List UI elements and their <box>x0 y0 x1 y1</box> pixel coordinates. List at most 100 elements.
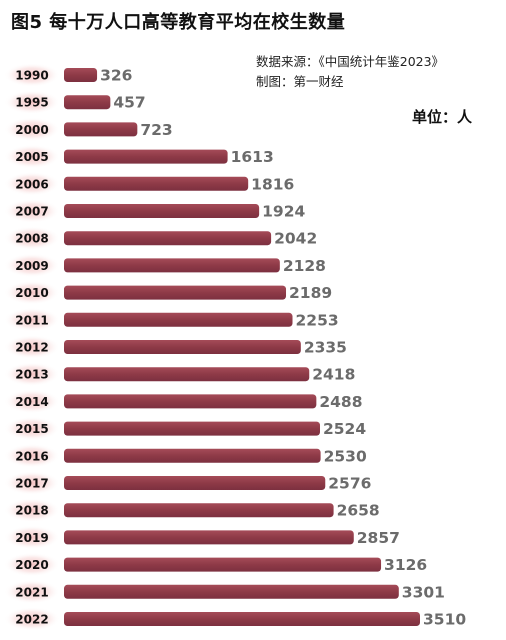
year-label: 2005 <box>15 150 48 164</box>
bar-row-2008: 2008 2042 <box>4 226 317 251</box>
value-label: 1816 <box>251 175 294 193</box>
value-label: 2524 <box>323 420 366 438</box>
value-label: 2128 <box>283 257 326 275</box>
bar-row-2007: 2007 1924 <box>4 199 305 223</box>
bar-row-2018: 2018 2658 <box>4 498 380 523</box>
year-label: 2008 <box>15 232 48 246</box>
bar-row-1990: 1990 326 <box>4 63 132 87</box>
chart-title: 图5 每十万人口高等教育平均在校生数量 <box>11 12 346 33</box>
value-label: 2189 <box>289 284 332 302</box>
year-glow <box>4 199 60 223</box>
bar-row-2019: 2019 2857 <box>4 525 400 550</box>
value-label: 3126 <box>384 556 427 574</box>
bar <box>64 448 321 463</box>
year-label: 2010 <box>15 286 48 300</box>
year-label: 2017 <box>15 477 48 491</box>
year-glow <box>4 607 60 631</box>
value-label: 1613 <box>231 148 274 166</box>
year-glow <box>4 579 60 604</box>
value-label: 326 <box>100 67 132 85</box>
bar <box>64 584 399 599</box>
bar-row-2006: 2006 1816 <box>4 171 294 196</box>
year-glow <box>4 307 60 332</box>
year-glow <box>4 471 60 495</box>
bar <box>64 503 334 518</box>
bar <box>64 231 272 246</box>
year-label: 2022 <box>15 613 48 627</box>
bar <box>64 285 287 300</box>
year-label: 2015 <box>15 422 48 436</box>
year-label: 2020 <box>15 558 48 572</box>
bar <box>64 367 310 382</box>
bar <box>64 149 228 164</box>
year-label: 2009 <box>15 259 48 273</box>
year-glow <box>4 117 60 142</box>
year-label: 2007 <box>15 205 48 219</box>
bar-row-2012: 2012 2335 <box>4 335 347 359</box>
year-glow <box>4 443 60 468</box>
value-label: 2042 <box>274 230 317 248</box>
value-label: 723 <box>140 121 172 139</box>
year-glow <box>4 226 60 251</box>
bar <box>64 258 280 273</box>
year-label: 2000 <box>15 123 48 137</box>
year-glow <box>4 63 60 87</box>
year-glow <box>4 389 60 414</box>
value-label: 3301 <box>402 583 445 601</box>
source-note: 数据来源：《中国统计年鉴2023》 制图：第一财经 <box>256 52 444 92</box>
year-glow <box>4 362 60 387</box>
year-glow <box>4 525 60 550</box>
bar-row-2021: 2021 3301 <box>4 579 445 604</box>
year-label: 2012 <box>15 341 48 355</box>
year-label: 1990 <box>15 69 48 83</box>
value-label: 3510 <box>423 611 466 629</box>
year-glow <box>4 253 60 278</box>
bar-row-2017: 2017 2576 <box>4 471 371 495</box>
year-glow <box>4 335 60 359</box>
bar-row-2020: 2020 3126 <box>4 552 427 577</box>
bar <box>64 557 382 572</box>
bar-row-2009: 2009 2128 <box>4 253 326 278</box>
value-label: 2418 <box>312 366 355 384</box>
year-label: 2011 <box>15 313 48 327</box>
value-label: 2335 <box>304 339 347 357</box>
value-label: 2658 <box>337 502 380 520</box>
bar <box>64 68 98 82</box>
bar-row-2011: 2011 2253 <box>4 307 339 332</box>
bar-row-2005: 2005 1613 <box>4 144 274 169</box>
year-glow <box>4 144 60 169</box>
bar <box>64 95 111 110</box>
bar-row-2016: 2016 2530 <box>4 443 367 468</box>
bar-row-2010: 2010 2189 <box>4 280 332 305</box>
bar-row-2013: 2013 2418 <box>4 362 355 387</box>
year-label: 2006 <box>15 177 48 191</box>
year-glow <box>4 171 60 196</box>
value-label: 2857 <box>357 529 400 547</box>
bar <box>64 612 420 626</box>
year-glow <box>4 552 60 577</box>
bar <box>64 312 293 327</box>
bar <box>64 122 138 137</box>
bar-row-2022: 2022 3510 <box>4 607 466 631</box>
value-label: 1924 <box>262 203 305 221</box>
value-label: 2488 <box>319 393 362 411</box>
year-label: 1995 <box>15 96 48 110</box>
bar <box>64 476 326 490</box>
unit-label: 单位：人 <box>412 108 473 126</box>
year-glow <box>4 498 60 523</box>
value-label: 2253 <box>296 311 339 329</box>
year-label: 2016 <box>15 449 48 463</box>
year-label: 2014 <box>15 395 48 409</box>
year-label: 2021 <box>15 585 48 599</box>
bar-row-1995: 1995 457 <box>4 90 146 115</box>
bar <box>64 340 301 354</box>
bar <box>64 204 260 218</box>
bar-row-2015: 2015 2524 <box>4 416 366 441</box>
value-label: 2530 <box>324 447 367 465</box>
bar <box>64 530 354 545</box>
source-line: 数据来源：《中国统计年鉴2023》 <box>256 54 445 69</box>
year-glow <box>4 416 60 441</box>
bar-row-2014: 2014 2488 <box>4 389 362 414</box>
